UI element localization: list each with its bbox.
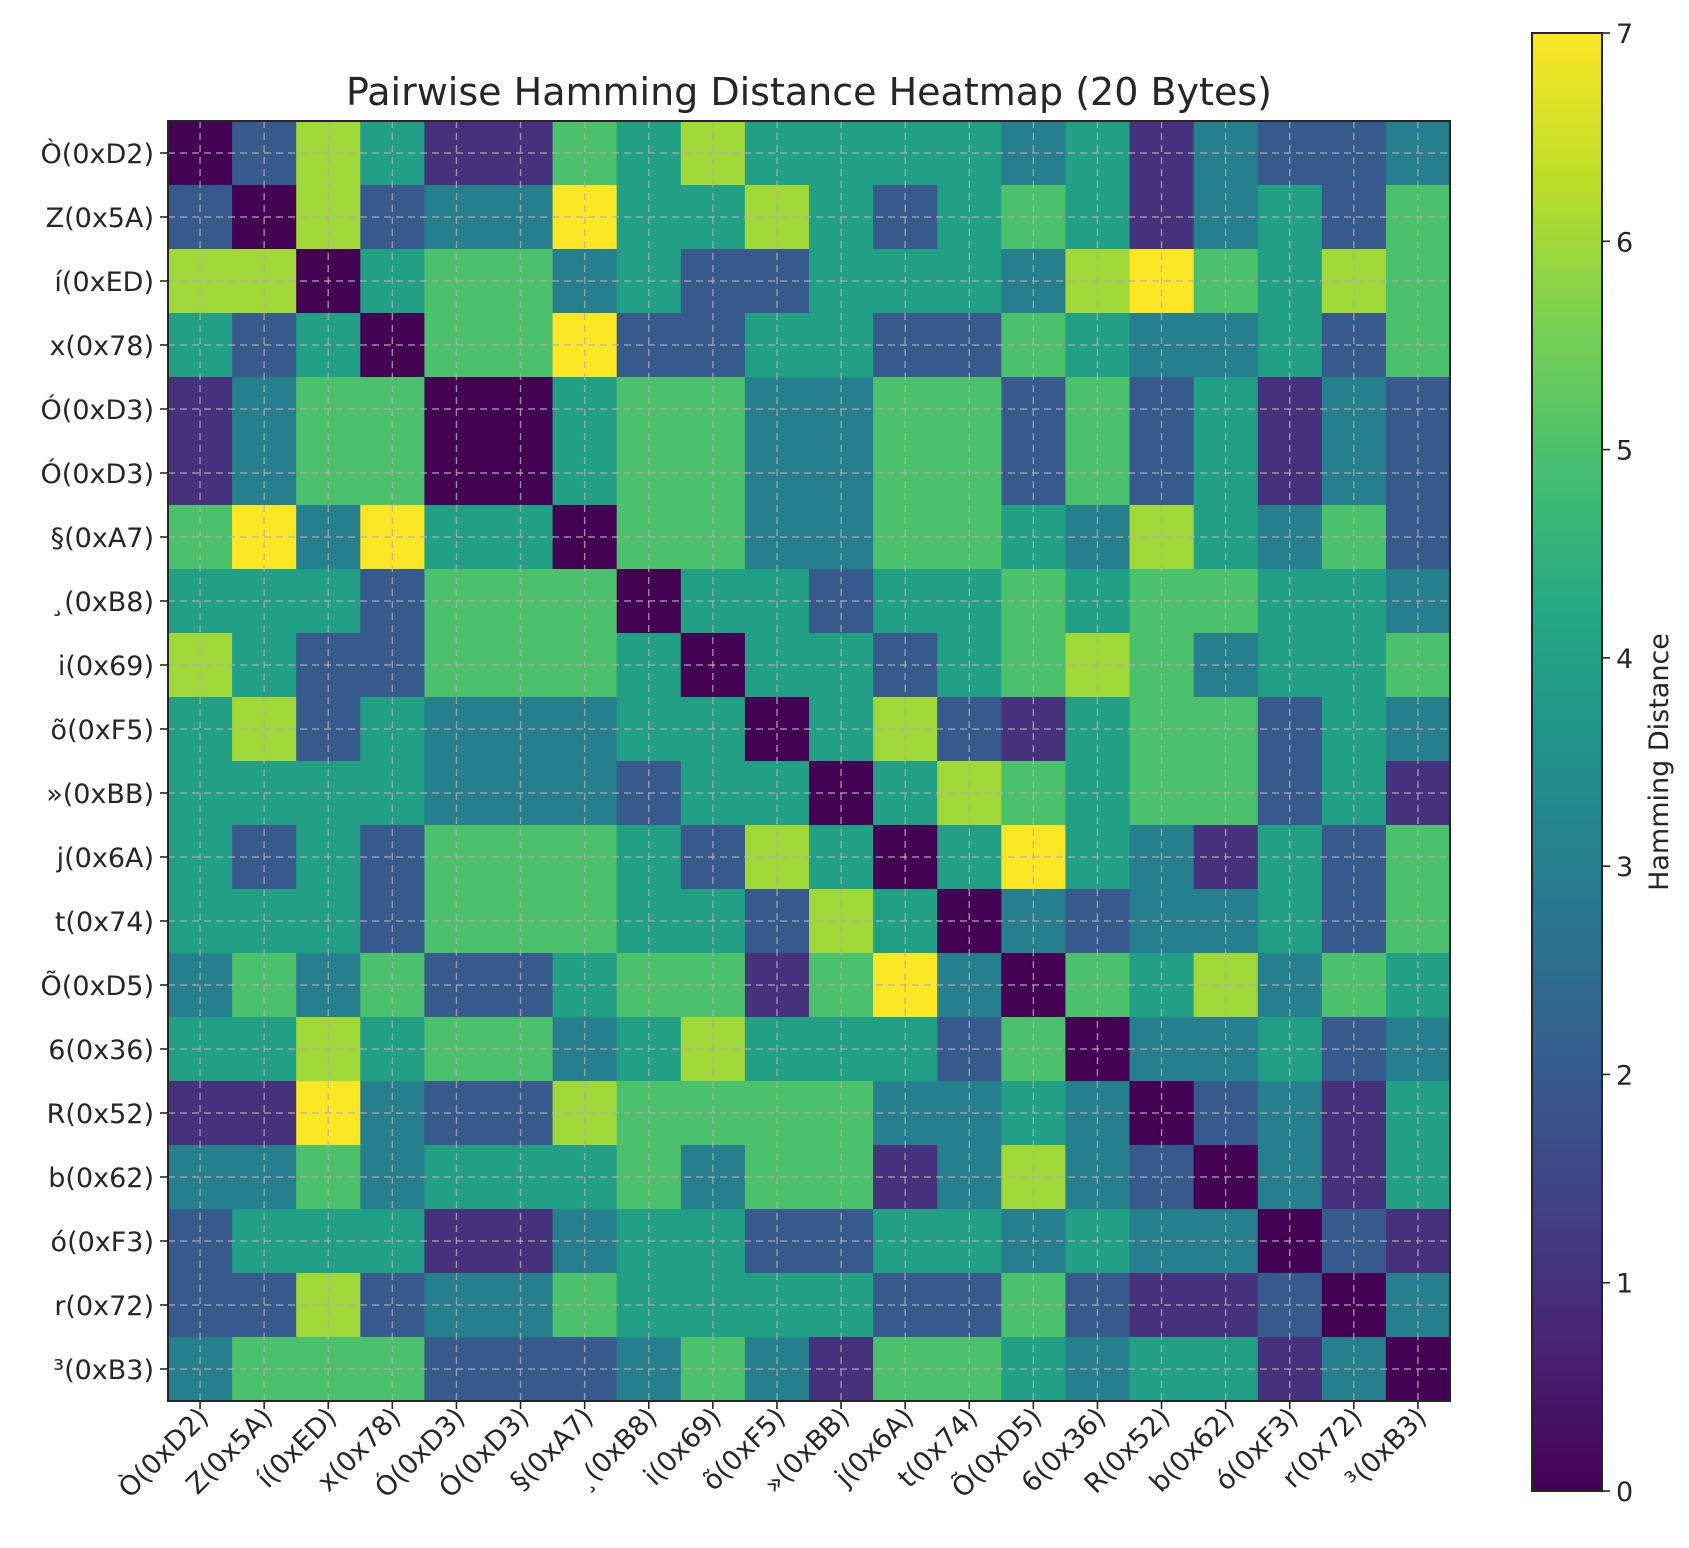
y-tick-label: b(0x62) <box>48 1163 154 1194</box>
colorbar-tick-label: 5 <box>1616 436 1633 467</box>
colorbar-tick-label: 0 <box>1616 1477 1633 1508</box>
y-tick-label: »(0xBB) <box>46 779 154 810</box>
colorbar-tick-label: 7 <box>1616 19 1633 50</box>
y-tick-label: t(0x74) <box>55 907 154 938</box>
colorbar-ticks: 0 1 2 3 4 5 6 7 <box>1602 19 1633 1508</box>
colorbar-label: Hamming Distance <box>1644 633 1675 891</box>
y-tick-label: i(0x69) <box>58 651 154 682</box>
heatmap-cells <box>168 121 1451 1402</box>
y-tick-labels: Ò(0xD2) Z(0x5A) í(0xED) x(0x78) Ó(0xD3) Ó(0xD… <box>41 138 168 1386</box>
y-tick-label: Ò(0xD2) <box>41 138 154 170</box>
colorbar-tick-label: 1 <box>1616 1269 1633 1300</box>
colorbar-tick-label: 2 <box>1616 1060 1633 1091</box>
y-tick-label: Õ(0xD5) <box>41 970 154 1002</box>
colorbar-tick-label: 3 <box>1616 852 1633 883</box>
y-tick-label: ó(0xF3) <box>51 1227 154 1258</box>
gridlines <box>168 121 1450 1401</box>
y-tick-label: í(0xED) <box>54 267 154 298</box>
y-tick-label: j(0x6A) <box>56 843 154 874</box>
y-tick-label: 6(0x36) <box>48 1035 154 1066</box>
plot-frame <box>167 120 1451 1402</box>
colorbar <box>1531 32 1603 1492</box>
chart-title: Pairwise Hamming Distance Heatmap (20 By… <box>346 70 1272 114</box>
y-tick-label: x(0x78) <box>49 331 154 362</box>
y-tick-label: ¸(0xB8) <box>51 587 154 618</box>
y-tick-label: Ó(0xD3) <box>41 394 154 426</box>
y-tick-label: õ(0xF5) <box>51 715 154 746</box>
y-tick-label: R(0x52) <box>47 1099 154 1130</box>
y-tick-label: r(0x72) <box>54 1291 154 1322</box>
y-tick-label: §(0xA7) <box>51 523 154 554</box>
y-tick-label: Ó(0xD3) <box>41 458 154 490</box>
y-tick-label: ³(0xB3) <box>53 1355 154 1386</box>
colorbar-tick-label: 6 <box>1616 227 1633 258</box>
colorbar-tick-label: 4 <box>1616 644 1633 675</box>
y-tick-label: Z(0x5A) <box>46 203 154 234</box>
